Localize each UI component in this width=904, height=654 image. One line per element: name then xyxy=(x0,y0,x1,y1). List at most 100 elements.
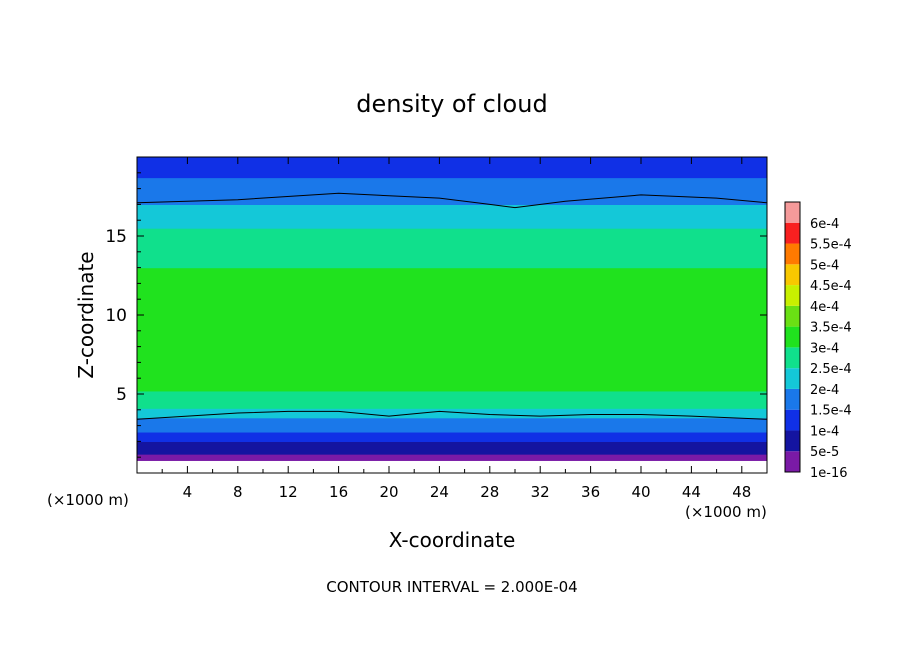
density-band xyxy=(137,337,767,340)
x-tick-label: 48 xyxy=(732,483,751,501)
density-band xyxy=(137,300,767,303)
density-band xyxy=(137,436,767,439)
density-band xyxy=(137,365,767,368)
density-band xyxy=(137,401,767,405)
density-band xyxy=(137,202,767,205)
colorbar-label: 6e-4 xyxy=(810,217,839,232)
colorbar-label: 2.5e-4 xyxy=(810,362,852,377)
density-band xyxy=(137,449,767,452)
colorbar-swatch xyxy=(785,451,800,472)
density-band xyxy=(137,431,767,435)
density-band xyxy=(137,362,767,365)
density-bands xyxy=(137,157,767,473)
density-band xyxy=(137,273,767,277)
density-band xyxy=(137,284,767,288)
density-band xyxy=(137,160,767,163)
density-band xyxy=(137,289,767,292)
density-band xyxy=(137,349,767,352)
density-band xyxy=(137,262,767,266)
density-band xyxy=(137,188,767,191)
density-band xyxy=(137,158,767,161)
density-band xyxy=(137,392,767,395)
density-band xyxy=(137,441,767,444)
density-band xyxy=(137,296,767,299)
colorbar-swatch xyxy=(785,305,800,327)
density-band xyxy=(137,435,767,438)
density-band xyxy=(137,422,767,425)
density-band xyxy=(137,303,767,307)
density-band xyxy=(137,157,767,160)
density-band xyxy=(137,220,767,223)
colorbar-swatch xyxy=(785,202,800,223)
density-band xyxy=(137,292,767,296)
density-band xyxy=(137,164,767,168)
density-band xyxy=(137,442,767,446)
density-band xyxy=(137,163,767,166)
density-band xyxy=(137,311,767,315)
density-band xyxy=(137,405,767,408)
density-band xyxy=(137,226,767,229)
density-band xyxy=(137,438,767,441)
density-band xyxy=(137,340,767,343)
density-band xyxy=(137,457,767,460)
density-band xyxy=(137,335,767,338)
density-band xyxy=(137,458,767,461)
density-band xyxy=(137,428,767,431)
density-band xyxy=(137,390,767,394)
density-band xyxy=(137,439,767,442)
density-band xyxy=(137,242,767,245)
density-band xyxy=(137,384,767,387)
density-band xyxy=(137,283,767,286)
colorbar-swatch xyxy=(785,347,800,369)
ground-strip xyxy=(137,460,767,473)
density-band xyxy=(137,187,767,190)
colorbar-label: 4e-4 xyxy=(810,300,839,315)
density-band xyxy=(137,185,767,188)
y-axis-ticks: 5 10 15 xyxy=(105,172,767,458)
density-band xyxy=(137,175,767,179)
density-band xyxy=(137,191,767,194)
colorbar-label: 1e-16 xyxy=(810,466,848,481)
density-band xyxy=(137,308,767,311)
density-band xyxy=(137,266,767,269)
density-band xyxy=(137,417,767,420)
density-band xyxy=(137,452,767,455)
density-band xyxy=(137,275,767,278)
density-band xyxy=(137,375,767,378)
x-tick-label: 8 xyxy=(233,483,243,501)
density-band xyxy=(137,299,767,302)
density-band xyxy=(137,209,767,212)
x-tick-label: 40 xyxy=(631,483,650,501)
density-band xyxy=(137,236,767,239)
density-band xyxy=(137,281,767,284)
density-band xyxy=(137,446,767,449)
density-band xyxy=(137,382,767,386)
density-band xyxy=(137,433,767,436)
density-band xyxy=(137,231,767,234)
contour-interval-note: CONTOUR INTERVAL = 2.000E-04 xyxy=(326,578,577,596)
density-band xyxy=(137,307,767,310)
colorbar-swatch xyxy=(785,264,800,286)
density-band xyxy=(137,332,767,335)
density-band xyxy=(137,217,767,220)
colorbar: 1e-16 5e-5 1e-4 1.5e-4 2e-4 2.5e-4 3e-4 3.5e-4 4… xyxy=(784,201,852,481)
density-band xyxy=(137,199,767,202)
x-unit-right: (×1000 m) xyxy=(685,503,767,521)
density-band xyxy=(137,270,767,273)
density-band xyxy=(137,316,767,319)
density-band xyxy=(137,247,767,250)
density-band xyxy=(137,371,767,375)
density-band xyxy=(137,215,767,218)
density-band xyxy=(137,179,767,182)
density-band xyxy=(137,239,767,242)
density-band xyxy=(137,224,767,228)
density-band xyxy=(137,354,767,357)
density-band xyxy=(137,297,767,300)
density-band xyxy=(137,412,767,416)
colorbar-frame xyxy=(784,201,801,473)
x-unit-left: (×1000 m) xyxy=(47,491,129,509)
density-band xyxy=(137,360,767,363)
density-band xyxy=(137,166,767,169)
density-band xyxy=(137,313,767,316)
